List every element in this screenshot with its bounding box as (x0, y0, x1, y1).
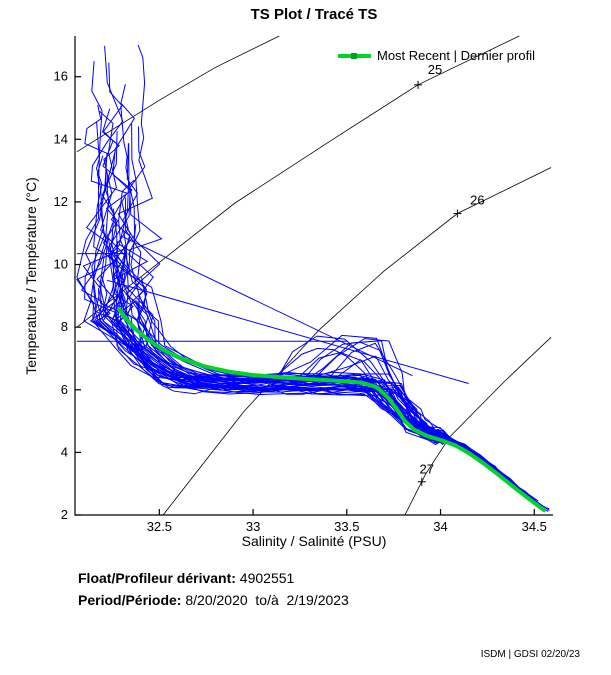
density-contour (76, 35, 280, 153)
y-tick-label: 16 (54, 69, 68, 84)
outlier-segment (121, 235, 413, 377)
historic-profile (76, 61, 522, 494)
historic-profile (95, 288, 537, 504)
x-tick-label: 34 (433, 519, 447, 534)
historic-profile (82, 45, 546, 512)
x-tick-label: 32.5 (147, 519, 172, 534)
historic-profile (107, 222, 523, 492)
density-contour (76, 35, 520, 328)
historic-profile (84, 104, 522, 493)
contour-label: 25 (428, 62, 442, 77)
legend-label: Most Recent | Dernier profil (377, 48, 535, 63)
period-label: Period/Période: (78, 592, 182, 608)
legend-marker (351, 52, 357, 59)
contour-label-marker (417, 477, 426, 486)
historic-profile (80, 110, 524, 492)
footer-float-line: Float/Profileur dérivant: 4902551 (78, 570, 294, 586)
float-value: 4902551 (235, 570, 295, 586)
contour-label: 27 (420, 462, 434, 477)
historic-profile (102, 244, 538, 505)
y-tick-label: 8 (61, 319, 68, 334)
y-axis-label: Temperature / Température (°C) (23, 177, 39, 375)
historic-profile (104, 150, 525, 495)
density-contour (162, 167, 552, 516)
historic-profile (130, 301, 535, 505)
historic-profile (128, 123, 523, 492)
historic-profile (89, 108, 537, 504)
historic-profile (76, 121, 526, 494)
y-tick-label: 14 (54, 131, 68, 146)
x-tick-label: 33.5 (334, 519, 359, 534)
contour-label-marker (414, 80, 423, 89)
historic-profile (113, 143, 525, 493)
historic-profile (130, 224, 538, 503)
historic-profile (113, 245, 524, 494)
historic-profile (121, 301, 538, 505)
contour-label: 26 (470, 193, 484, 208)
y-tick-label: 2 (61, 507, 68, 522)
y-tick-label: 6 (61, 382, 68, 397)
x-tick-label: 33 (246, 519, 260, 534)
y-tick-label: 10 (54, 257, 68, 272)
historic-profile (128, 126, 537, 503)
historic-profile (117, 44, 522, 494)
y-tick-label: 4 (61, 444, 68, 459)
outlier-segment (106, 279, 469, 384)
legend-line-swatch (338, 52, 371, 59)
legend: Most Recent | Dernier profil (338, 48, 535, 63)
historic-profile (92, 233, 538, 504)
recent-profile (116, 306, 547, 513)
historic-profile (135, 299, 536, 503)
corner-note: ISDM | GDSI 02/20/23 (480, 649, 580, 660)
x-axis-label: Salinity / Salinité (PSU) (241, 533, 387, 549)
float-label: Float/Profileur dérivant: (78, 570, 236, 586)
chart-title: TS Plot / Tracé TS (250, 6, 378, 23)
footer-period-line: Period/Période: 8/20/2020 to/à 2/19/2023 (78, 592, 349, 608)
contour-label-marker (453, 209, 462, 218)
x-tick-label: 34.5 (522, 519, 547, 534)
historic-profile (138, 295, 526, 494)
historic-profile (102, 62, 539, 505)
y-tick-label: 12 (54, 194, 68, 209)
period-value: 8/20/2020 to/à 2/19/2023 (181, 592, 349, 608)
historic-profile (96, 105, 538, 503)
